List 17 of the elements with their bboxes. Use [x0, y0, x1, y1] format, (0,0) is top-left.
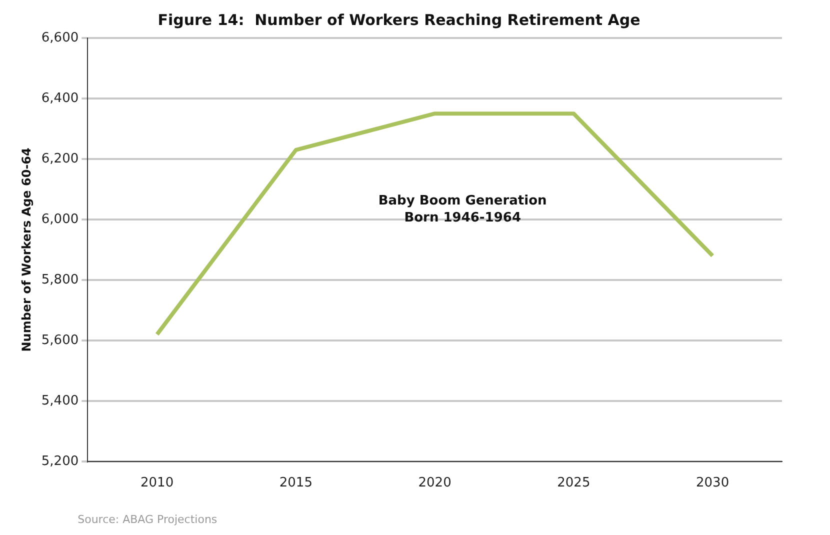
- chart-title: Figure 14: Number of Workers Reaching Retirement Age: [158, 10, 640, 29]
- y-axis-title: Number of Workers Age 60-64: [19, 148, 34, 352]
- y-tick-label: 6,000: [41, 212, 79, 227]
- y-tick-label: 6,200: [41, 151, 79, 166]
- y-tick-label: 5,400: [41, 393, 79, 408]
- x-tick-label: 2010: [140, 476, 174, 491]
- x-tick-label: 2020: [418, 476, 452, 491]
- x-tick-label: 2030: [696, 476, 730, 491]
- y-tick-label: 5,200: [41, 454, 79, 469]
- y-tick-label: 5,800: [41, 272, 79, 288]
- y-tick-label: 5,600: [41, 332, 79, 348]
- x-tick-label: 2015: [279, 476, 312, 491]
- y-tick-label: 6,600: [41, 30, 79, 46]
- annotation: Baby Boom Generation Born 1946-1964: [378, 193, 547, 226]
- source-note: Source: ABAG Projections: [78, 513, 218, 526]
- x-tick-label: 2025: [557, 476, 590, 491]
- y-tick-label: 6,400: [41, 90, 79, 106]
